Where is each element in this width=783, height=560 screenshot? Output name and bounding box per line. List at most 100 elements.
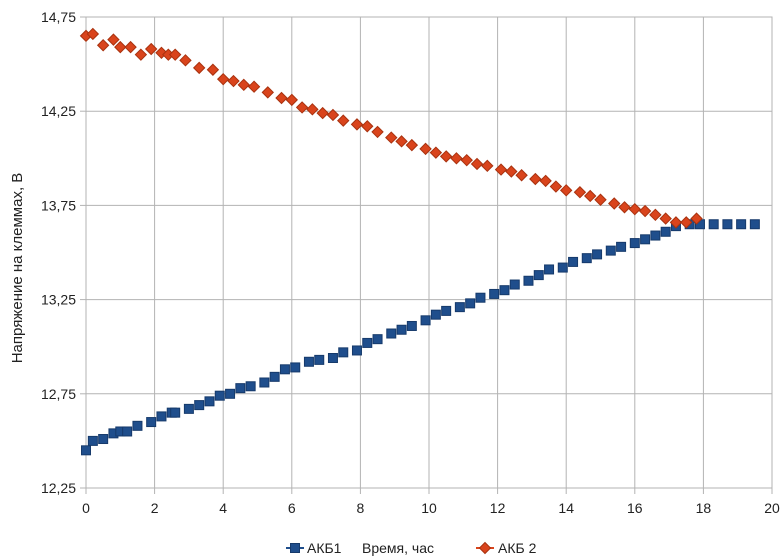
data-point-akb2 [216,72,230,86]
data-point-akb1 [523,275,534,286]
data-point-akb2 [371,125,384,139]
data-point-akb2 [628,202,642,216]
data-point-akb2 [594,193,607,206]
legend: АКБ1 Время, час АКБ 2 [286,540,537,556]
data-point-akb1 [156,411,167,422]
data-point-akb2 [206,63,220,76]
data-point-akb2 [86,27,100,41]
data-point-akb1 [568,256,579,267]
x-tick-label: 6 [288,500,296,516]
legend-marker-akb1 [290,543,300,553]
data-point-akb2 [429,146,443,159]
data-point-akb2 [573,186,587,199]
data-point-akb2 [669,216,683,229]
y-axis-title: Напряжение на клеммах, В [9,173,26,364]
y-tick-label: 12,75 [41,386,76,402]
data-point-akb2 [505,165,518,178]
data-point-akb2 [680,216,693,229]
series-akb1 [81,219,760,456]
data-point-akb1 [660,226,671,237]
data-point-akb1 [396,324,407,335]
data-point-akb1 [420,315,431,326]
y-tick-label: 14,25 [41,103,76,119]
x-tick-label: 10 [421,500,437,516]
data-point-akb1 [605,245,616,256]
data-point-akb2 [107,33,120,46]
data-point-akb1 [430,309,441,320]
data-point-akb2 [326,108,340,122]
data-point-akb2 [481,159,494,173]
x-axis-title: Время, час [362,540,434,556]
data-point-akb1 [581,253,592,264]
data-point-akb1 [194,400,205,411]
data-point-akb2 [227,74,240,88]
axes [80,16,773,494]
data-point-akb2 [192,61,206,75]
data-point-akb1 [749,219,760,230]
data-point-akb1 [640,234,651,245]
data-point-akb1 [338,347,349,358]
x-tick-label: 16 [627,500,643,516]
y-tick-label: 13,25 [41,292,76,308]
legend-label-akb1: АКБ1 [307,540,342,556]
data-point-akb1 [279,364,290,375]
data-point-akb2 [285,93,299,107]
data-point-akb1 [245,381,256,392]
data-point-akb1 [327,353,338,364]
legend-marker-akb2 [478,541,492,555]
data-point-akb1 [736,219,747,230]
x-tick-label: 2 [151,500,159,516]
data-point-akb1 [98,434,109,445]
data-point-akb1 [170,407,181,418]
data-point-akb1 [225,388,236,399]
data-point-akb1 [441,305,452,316]
data-point-akb2 [515,169,528,182]
data-point-akb1 [544,264,555,275]
data-point-akb2 [361,120,374,133]
data-point-akb1 [303,356,314,367]
data-point-akb1 [87,435,98,446]
x-tick-label: 12 [490,500,506,516]
data-point-akb1 [557,262,568,273]
data-point-akb1 [499,285,510,296]
data-point-akb1 [708,219,719,230]
data-point-akb1 [214,390,225,401]
data-point-akb1 [616,241,627,252]
data-point-akb2 [584,189,597,203]
data-point-akb2 [559,184,573,197]
data-point-akb1 [235,383,246,394]
y-tick-label: 13,75 [41,197,76,213]
data-point-akb1 [722,219,733,230]
data-point-akb2 [649,208,662,222]
legend-label-akb2: АКБ 2 [498,540,537,556]
data-point-akb1 [650,230,661,241]
data-point-akb2 [494,163,508,176]
data-point-akb1 [509,279,520,290]
x-tick-label: 14 [558,500,574,516]
data-point-akb1 [454,302,465,313]
data-point-akb2 [460,153,473,167]
data-point-akb1 [386,328,397,339]
data-point-akb1 [629,238,640,249]
y-tick-label: 14,75 [41,9,76,25]
data-point-akb2 [539,174,552,188]
data-point-akb2 [144,42,158,56]
y-tick-label: 12,25 [41,480,76,496]
data-point-akb1 [259,377,270,388]
data-point-akb2 [690,212,703,225]
data-point-akb2 [385,131,398,144]
data-point-akb1 [269,371,280,382]
data-point-akb1 [351,345,362,356]
data-point-akb2 [638,204,652,218]
data-point-akb1 [475,292,486,303]
plot-frame [85,16,773,489]
data-series [79,27,760,456]
x-tick-label: 0 [82,500,90,516]
data-point-akb1 [146,417,157,428]
data-point-akb2 [124,40,137,54]
data-point-akb2 [168,48,182,61]
data-point-akb2 [261,86,274,99]
x-tick-label: 20 [764,500,780,516]
data-point-akb2 [395,135,408,148]
